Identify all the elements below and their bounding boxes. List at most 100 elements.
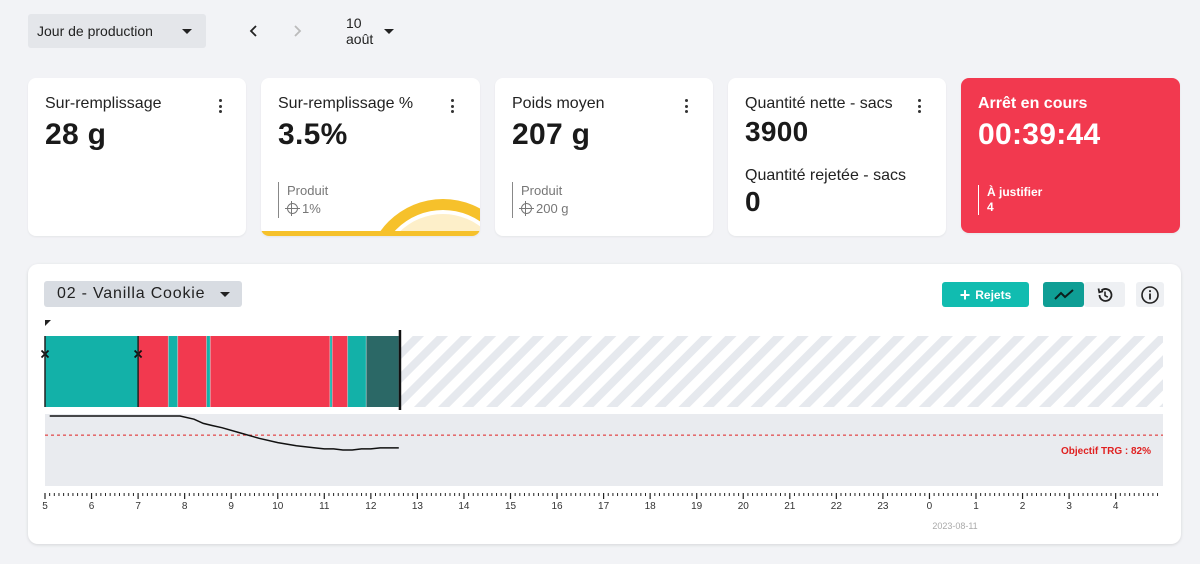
card-value: 207 g <box>512 118 591 151</box>
reject-marker-line <box>44 336 46 407</box>
hour-tick-label: 9 <box>228 501 234 512</box>
axis-date-label: 2023-08-11 <box>932 521 977 531</box>
state-segment <box>366 336 399 407</box>
segment-separator <box>167 336 169 407</box>
info-icon <box>1141 285 1159 304</box>
date-label: 10 août <box>346 15 374 47</box>
hour-tick-label: 7 <box>135 501 141 512</box>
plus-icon: + <box>959 284 971 305</box>
to-justify-label: À justifier <box>987 185 1043 199</box>
info-button[interactable] <box>1136 282 1164 307</box>
rejected-quantity-value: 0 <box>745 186 761 217</box>
segment-separator <box>177 336 179 407</box>
target-label: Produit <box>521 183 563 198</box>
more-options-icon[interactable] <box>678 97 694 115</box>
card-title: Poids moyen <box>512 95 605 112</box>
production-timeline-panel: 02 - Vanilla Cookie + Rejets <box>28 264 1181 544</box>
overfill-card: Sur-remplissage 28 g <box>28 78 246 236</box>
state-segment <box>329 336 333 407</box>
previous-day-button[interactable] <box>245 22 263 40</box>
product-target-info: Produit 200 g <box>512 182 569 218</box>
hour-tick-label: 1 <box>973 501 979 512</box>
overfill-percent-card: Sur-remplissage % 3.5% Produit 1% <box>261 78 480 236</box>
hour-tick-label: 22 <box>831 501 843 512</box>
caret-down-icon <box>182 28 192 34</box>
future-period-area <box>399 336 1163 407</box>
state-segment <box>138 336 169 407</box>
more-options-icon[interactable] <box>911 97 927 115</box>
hour-tick-label: 23 <box>877 501 889 512</box>
history-icon <box>1097 287 1112 302</box>
segment-separator <box>331 336 333 407</box>
top-bar: Jour de production 10 août <box>28 14 395 48</box>
average-weight-card: Poids moyen 207 g Produit 200 g <box>495 78 713 236</box>
period-mode-select[interactable]: Jour de production <box>28 14 206 48</box>
rejected-quantity-title: Quantité rejetée - sacs <box>745 167 906 184</box>
more-options-icon[interactable] <box>212 97 228 115</box>
date-select[interactable]: 10 août <box>346 14 395 48</box>
to-justify-info: À justifier 4 <box>978 185 1042 215</box>
chevron-right-icon <box>294 25 302 37</box>
state-segment <box>168 336 178 407</box>
hour-tick-label: 12 <box>365 501 377 512</box>
card-title: Sur-remplissage <box>45 95 162 112</box>
target-value: 1% <box>302 201 321 216</box>
hour-tick-label: 18 <box>645 501 657 512</box>
hour-tick-label: 17 <box>598 501 610 512</box>
caret-down-icon <box>384 28 395 34</box>
reject-marker-line <box>137 336 139 407</box>
quantity-card: Quantité nette - sacs 3900 Quantité reje… <box>728 78 946 236</box>
state-segment <box>45 336 139 407</box>
hour-tick-label: 6 <box>89 501 95 512</box>
state-segment <box>177 336 207 407</box>
net-quantity-title: Quantité nette - sacs <box>745 95 893 112</box>
current-stop-card[interactable]: Arrêt en cours 00:39:44 À justifier 4 <box>961 78 1180 233</box>
state-segment <box>332 336 348 407</box>
objective-label: Objectif TRG : 82% <box>1061 446 1151 457</box>
hour-tick-label: 15 <box>505 501 517 512</box>
history-view-button[interactable] <box>1084 282 1125 307</box>
production-timeline-chart: 5 6 7 8 9 10 11 12 13 14 15 16 17 18 19 20 21 22 23 0 1 2 3 4 O… <box>40 320 1163 531</box>
product-label: 02 - Vanilla Cookie <box>57 285 206 302</box>
hour-tick-label: 8 <box>182 501 188 512</box>
card-value: 28 g <box>45 118 107 151</box>
hour-tick-label: 5 <box>42 501 48 512</box>
stop-duration: 00:39:44 <box>978 118 1101 151</box>
hour-tick-label: 21 <box>784 501 796 512</box>
target-label: Produit <box>287 183 329 198</box>
segment-separator <box>329 336 331 407</box>
card-title: Arrêt en cours <box>978 95 1088 112</box>
add-rejects-button[interactable]: + Rejets <box>942 282 1029 307</box>
product-select[interactable]: 02 - Vanilla Cookie <box>44 281 242 307</box>
net-quantity-value: 3900 <box>745 116 809 147</box>
rejects-label: Rejets <box>975 287 1012 302</box>
corner-flag-icon <box>45 320 51 326</box>
trend-view-button[interactable] <box>1043 282 1084 307</box>
crosshair-icon <box>285 201 300 216</box>
hour-tick-label: 20 <box>738 501 750 512</box>
state-segment <box>210 336 330 407</box>
card-value: 3.5% <box>278 118 348 151</box>
hour-tick-label: 11 <box>319 501 330 512</box>
crosshair-icon <box>519 201 534 216</box>
to-justify-count: 4 <box>987 200 994 214</box>
current-time-marker <box>398 330 402 410</box>
card-title: Sur-remplissage % <box>278 95 414 112</box>
state-segment <box>347 336 367 407</box>
hour-tick-label: 3 <box>1066 501 1072 512</box>
segment-separator <box>347 336 349 407</box>
next-day-button[interactable] <box>288 22 306 40</box>
trg-background <box>45 414 1163 486</box>
hour-tick-label: 16 <box>551 501 563 512</box>
caret-down-icon <box>220 291 230 297</box>
segment-separator <box>209 336 211 407</box>
period-mode-label: Jour de production <box>37 23 153 39</box>
hour-tick-label: 14 <box>458 501 470 512</box>
hour-tick-label: 2 <box>1020 501 1026 512</box>
state-segment <box>206 336 211 407</box>
hour-tick-label: 10 <box>272 501 284 512</box>
product-target-info: Produit 1% <box>278 182 328 218</box>
more-options-icon[interactable] <box>444 97 460 115</box>
hour-tick-label: 19 <box>691 501 703 512</box>
trg-curve <box>49 415 399 451</box>
